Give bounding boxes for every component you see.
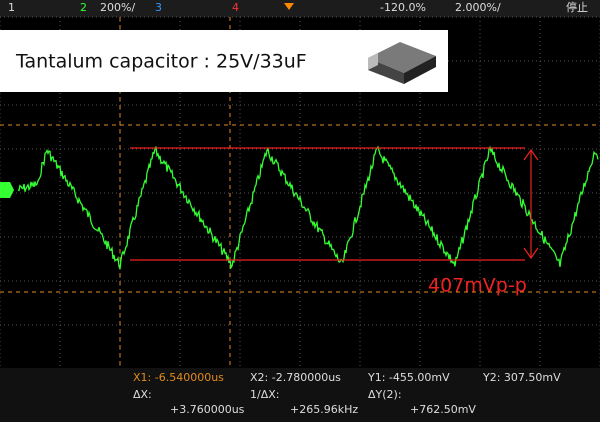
waveform — [17, 145, 599, 270]
grid — [0, 16, 600, 368]
dy-value: +762.50mV — [410, 403, 476, 416]
dx-label: ΔX: — [133, 388, 152, 401]
channel-2: 2 — [80, 1, 87, 14]
inv-dx-value: +265.96kHz — [290, 403, 358, 416]
run-state: 停止 — [566, 0, 588, 14]
channel-3: 3 — [155, 1, 162, 14]
dx-value: +3.760000us — [170, 403, 245, 416]
ripple-annotation: 407mVp-p — [428, 275, 527, 297]
vertical-scale: 200%/ — [100, 1, 135, 14]
trigger-marker — [284, 3, 294, 10]
channel-1: 1 — [8, 1, 15, 14]
measurement-panel — [0, 368, 600, 422]
delay: -120.0% — [380, 1, 426, 14]
capacitor-icon — [368, 42, 436, 84]
dy-label: ΔY(2): — [368, 388, 402, 401]
arrow-heads — [523, 148, 539, 260]
y1-cursor: Y1: -455.00mV — [367, 371, 450, 384]
channel-4: 4 — [232, 1, 239, 14]
status-bar — [0, 0, 600, 17]
channel-2-marker — [0, 182, 14, 198]
inv-dx-label: 1/ΔX: — [250, 388, 279, 401]
label-text: Tantalum capacitor : 25V/33uF — [15, 51, 307, 73]
x1-cursor: X1: -6.540000us — [133, 371, 224, 384]
y2-cursor: Y2: 307.50mV — [482, 371, 561, 384]
x2-cursor: X2: -2.780000us — [250, 371, 341, 384]
timebase: 2.000%/ — [455, 1, 501, 14]
